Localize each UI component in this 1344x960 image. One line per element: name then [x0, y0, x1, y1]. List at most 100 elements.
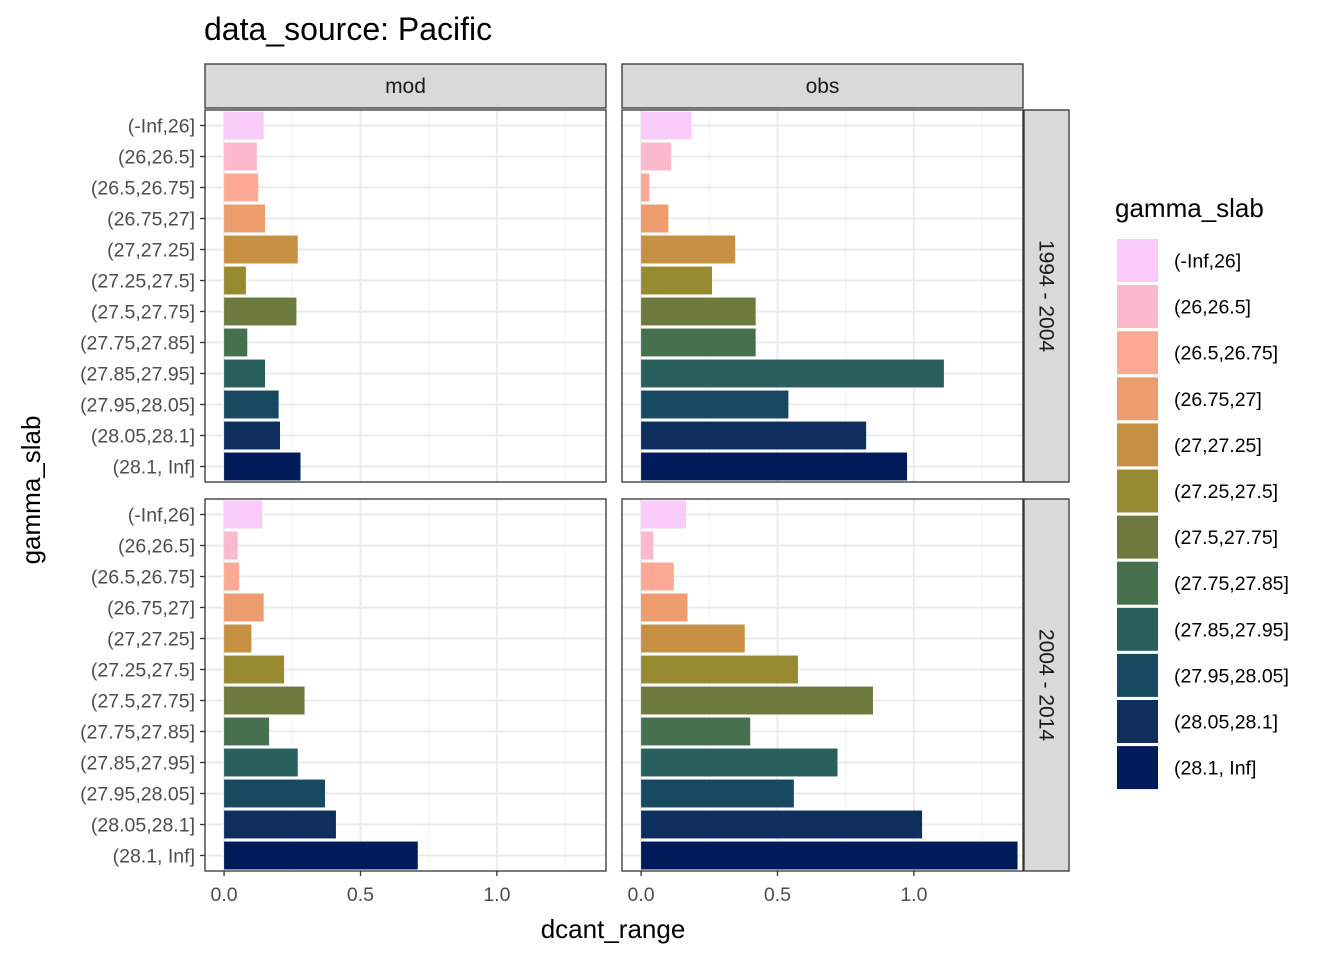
bar-obs-2-8	[641, 717, 751, 746]
panel-border	[621, 109, 1024, 483]
legend-label: (27.25,27.5]	[1174, 481, 1278, 503]
column-strip-obs: obs	[621, 63, 1024, 109]
bar-obs-2-9	[641, 748, 838, 777]
y-tick-label: (28.1, Inf]	[113, 457, 195, 479]
panel-border	[204, 109, 607, 483]
y-tick-label: (27.5,27.75]	[91, 691, 195, 713]
y-tick-label: (26.5,26.75]	[91, 178, 195, 200]
strip-background	[1023, 109, 1070, 483]
facet-panel-obs-1	[621, 109, 1024, 483]
y-tick-label: (27,27.25]	[107, 629, 195, 651]
strip-background	[1023, 498, 1070, 872]
row-strip-2: 2004 - 2014	[1023, 498, 1070, 872]
y-tick-label: (-Inf,26]	[128, 505, 195, 527]
column-strip-label: mod	[385, 75, 426, 98]
bar-mod-2-6	[224, 655, 285, 684]
bar-obs-1-8	[641, 328, 756, 357]
y-tick-label: (27.5,27.75]	[91, 302, 195, 324]
panel-border	[621, 498, 1024, 872]
panel-border	[204, 498, 607, 872]
legend-swatch	[1117, 700, 1158, 743]
y-tick-label: (26.5,26.75]	[91, 567, 195, 589]
y-tick-label: (27.85,27.95]	[80, 364, 195, 386]
bar-obs-2-3	[641, 562, 674, 591]
y-tick-label: (26.75,27]	[107, 598, 195, 620]
y-tick-label: (27.85,27.95]	[80, 753, 195, 775]
bar-mod-1-8	[224, 328, 248, 357]
bar-obs-2-7	[641, 686, 873, 715]
legend-swatch	[1117, 239, 1158, 282]
bar-obs-1-12	[641, 452, 908, 481]
bar-mod-1-3	[224, 173, 259, 202]
legend-label: (26.75,27]	[1174, 389, 1262, 411]
legend-item: (28.05,28.1]	[1117, 700, 1278, 743]
legend-item: (27.75,27.85]	[1117, 561, 1289, 605]
panel-background	[205, 499, 606, 871]
bar-obs-2-4	[641, 593, 688, 622]
legend-item: (27.85,27.95]	[1117, 607, 1289, 651]
legend-swatch	[1117, 746, 1158, 790]
bar-mod-1-1	[224, 111, 264, 140]
bar-mod-2-10	[224, 779, 326, 808]
legend-label: (26.5,26.75]	[1174, 343, 1278, 365]
column-strip-mod: mod	[204, 63, 607, 109]
bar-mod-2-1	[224, 500, 263, 529]
bar-mod-1-12	[224, 452, 301, 481]
x-tick-label: 0.5	[764, 884, 791, 906]
bar-obs-1-7	[641, 297, 756, 326]
y-tick-label: (26,26.5]	[118, 536, 195, 558]
legend-label: (26,26.5]	[1174, 297, 1251, 319]
legend-item: (26.75,27]	[1117, 377, 1262, 421]
row-strip-label: 2004 - 2014	[1035, 629, 1058, 741]
y-tick-label: (28.05,28.1]	[91, 815, 195, 837]
y-tick-label: (28.1, Inf]	[113, 846, 195, 868]
legend-item: (27,27.25]	[1117, 423, 1262, 467]
legend: gamma_slab (-Inf,26] (26,26.5] (26.5,26.75…	[1115, 193, 1289, 790]
facet-panel-obs-2	[621, 498, 1024, 872]
bar-mod-2-12	[224, 841, 418, 870]
legend-item: (27.25,27.5]	[1117, 469, 1278, 513]
bar-obs-1-3	[641, 173, 650, 202]
bar-mod-1-4	[224, 204, 266, 233]
facet-panels	[204, 109, 1024, 872]
legend-item: (26.5,26.75]	[1117, 331, 1278, 375]
x-axis: 0.0 0.5 1.0 0.0 0.5 1.0	[211, 871, 928, 906]
x-tick-label: 1.0	[483, 884, 510, 906]
legend-swatch	[1117, 377, 1158, 421]
legend-label: (27,27.25]	[1174, 435, 1262, 457]
legend-item: (26,26.5]	[1117, 285, 1251, 329]
facet-panel-mod-2	[204, 498, 607, 872]
y-tick-label: (27,27.25]	[107, 240, 195, 262]
legend-title: gamma_slab	[1115, 193, 1264, 223]
x-tick-label: 1.0	[900, 884, 927, 906]
y-tick-label: (27.25,27.5]	[91, 660, 195, 682]
bar-mod-1-7	[224, 297, 297, 326]
bar-mod-1-11	[224, 421, 281, 450]
legend-label: (27.95,28.05]	[1174, 665, 1289, 687]
legend-swatch	[1117, 285, 1158, 329]
bar-mod-2-7	[224, 686, 305, 715]
y-tick-label: (27.95,28.05]	[80, 784, 195, 806]
bar-obs-1-4	[641, 204, 669, 233]
bar-mod-1-2	[224, 142, 257, 171]
legend-label: (27.85,27.95]	[1174, 619, 1289, 641]
y-tick-label: (26,26.5]	[118, 147, 195, 169]
facet-strips: mod obs 1994 - 2004 2004 - 2014	[204, 63, 1070, 872]
bar-mod-2-8	[224, 717, 270, 746]
facet-panel-mod-1	[204, 109, 607, 483]
legend-label: (27.5,27.75]	[1174, 527, 1278, 549]
bar-obs-2-5	[641, 624, 745, 653]
y-tick-label: (27.75,27.85]	[80, 722, 195, 744]
bar-mod-1-6	[224, 266, 246, 295]
y-tick-label: (27.75,27.85]	[80, 333, 195, 355]
legend-swatch	[1117, 515, 1158, 559]
chart-title: data_source: Pacific	[204, 11, 492, 47]
row-strip-1: 1994 - 2004	[1023, 109, 1070, 483]
x-tick-label: 0.0	[628, 884, 655, 906]
y-tick-label: (-Inf,26]	[128, 116, 195, 138]
strip-background	[621, 63, 1024, 109]
y-tick-label: (27.25,27.5]	[91, 271, 195, 293]
legend-label: (27.75,27.85]	[1174, 573, 1289, 595]
legend-item: (-Inf,26]	[1117, 239, 1241, 282]
legend-swatch	[1117, 653, 1158, 697]
